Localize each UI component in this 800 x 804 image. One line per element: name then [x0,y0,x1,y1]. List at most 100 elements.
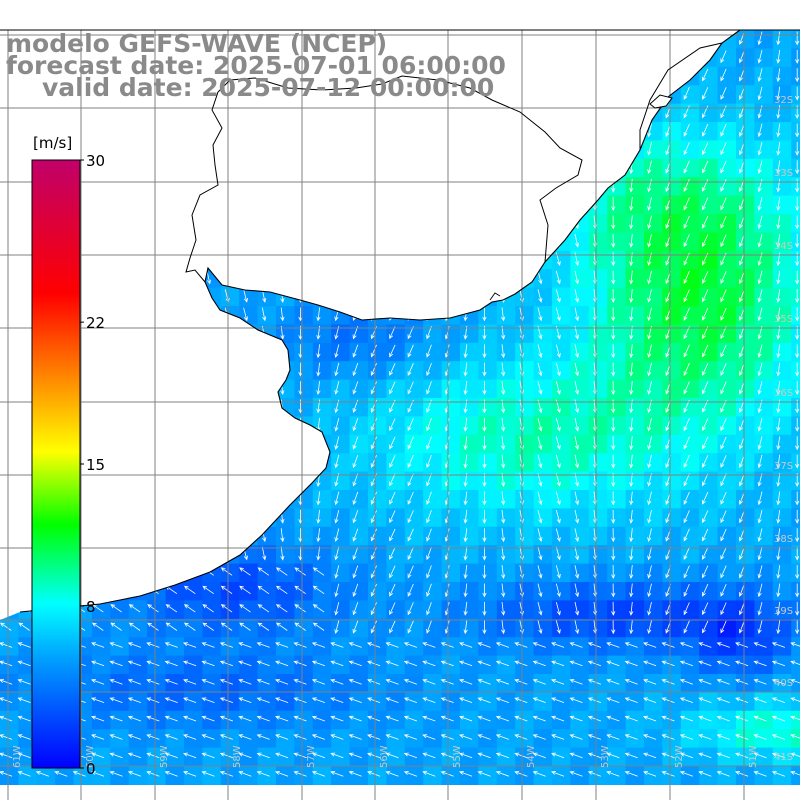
wind-arrow [352,436,359,450]
wind-cell [423,453,443,473]
wind-cell [736,30,755,49]
wind-cell [202,582,222,601]
wind-arrow [482,620,487,635]
wind-arrow [514,771,528,777]
wind-arrow [776,197,781,211]
wind-arrow [477,697,491,703]
wind-arrow [537,528,543,542]
wind-arrow [757,510,763,524]
wind-arrow [164,752,178,759]
wind-arrow [91,660,105,667]
wind-cell [736,563,755,583]
wind-cell [294,545,314,565]
wind-cell [533,582,553,601]
wind-arrow [91,715,105,722]
wind-cell [588,508,608,528]
wind-cell [791,287,800,307]
wind-arrow [771,679,786,685]
wind-arrow [795,270,800,285]
wind-arrow [407,418,414,432]
wind-cell [754,269,774,289]
wind-arrow [735,697,749,703]
latitude-label: 37S [774,461,793,472]
wind-arrow [776,123,781,138]
wind-arrow [239,585,251,595]
wind-cell [368,342,387,362]
wind-arrow [463,528,468,543]
wind-cell [220,600,240,620]
wind-arrow [127,697,142,703]
wind-arrow [661,715,675,722]
wind-cell [588,250,608,270]
wind-cell [680,379,700,399]
wind-arrow [422,679,436,685]
wind-arrow [757,546,763,561]
wind-arrow [183,697,197,703]
wind-cell [496,416,516,436]
wind-cell [441,600,461,620]
wind-cell [570,342,590,362]
wind-cell [147,600,167,620]
wind-arrow [683,87,690,101]
wind-arrow [683,289,690,303]
wind-arrow [771,715,786,722]
wind-arrow [220,585,233,595]
wind-arrow [389,491,396,505]
wind-cell [386,545,406,565]
wind-arrow [407,473,414,487]
wind-cell [772,563,792,583]
wind-cell [478,398,498,417]
wind-cell [680,618,700,638]
wind-cell [515,600,535,620]
wind-arrow [501,565,506,580]
wind-arrow [795,49,800,64]
wind-cell [515,287,535,307]
wind-cell [312,563,332,583]
wind-arrow [495,660,510,667]
wind-cell [736,214,755,233]
wind-arrow [757,602,763,616]
wind-arrow [555,546,561,561]
wind-cell [680,434,700,454]
wind-cell [441,618,461,638]
wind-cell [441,379,461,399]
wind-cell [331,618,351,638]
wind-arrow [647,362,652,377]
wind-arrow [683,142,690,156]
wind-cell [791,361,800,381]
wind-arrow [370,547,377,561]
wind-cell [588,287,608,307]
wind-cell [772,287,792,307]
wind-cell [331,342,351,362]
wind-arrow [574,565,580,579]
wind-arrow [643,734,657,740]
wind-arrow [643,771,657,777]
wind-arrow [790,771,800,777]
wind-cell [441,471,461,491]
wind-arrow [629,270,634,285]
wind-cell [717,508,737,528]
wind-arrow [683,160,690,174]
wind-cell [699,508,719,528]
wind-arrow [311,771,326,777]
wind-arrow [127,660,142,667]
wind-cell [791,766,800,785]
wind-cell [404,508,424,528]
wind-arrow [720,289,727,303]
wind-arrow [629,307,634,322]
wind-arrow [720,179,727,192]
wind-arrow [91,752,105,759]
wind-cell [736,434,755,454]
wind-arrow [776,620,781,635]
wind-cell [368,618,387,638]
wind-arrow [495,771,510,777]
wind-cell [791,140,800,160]
wind-arrow [201,642,215,648]
wind-cell [478,361,498,381]
wind-arrow [532,660,546,667]
wind-cell [294,508,314,528]
wind-cell [331,361,351,381]
wind-cell [570,250,590,270]
wind-arrow [606,752,620,759]
wind-arrow [201,715,215,722]
